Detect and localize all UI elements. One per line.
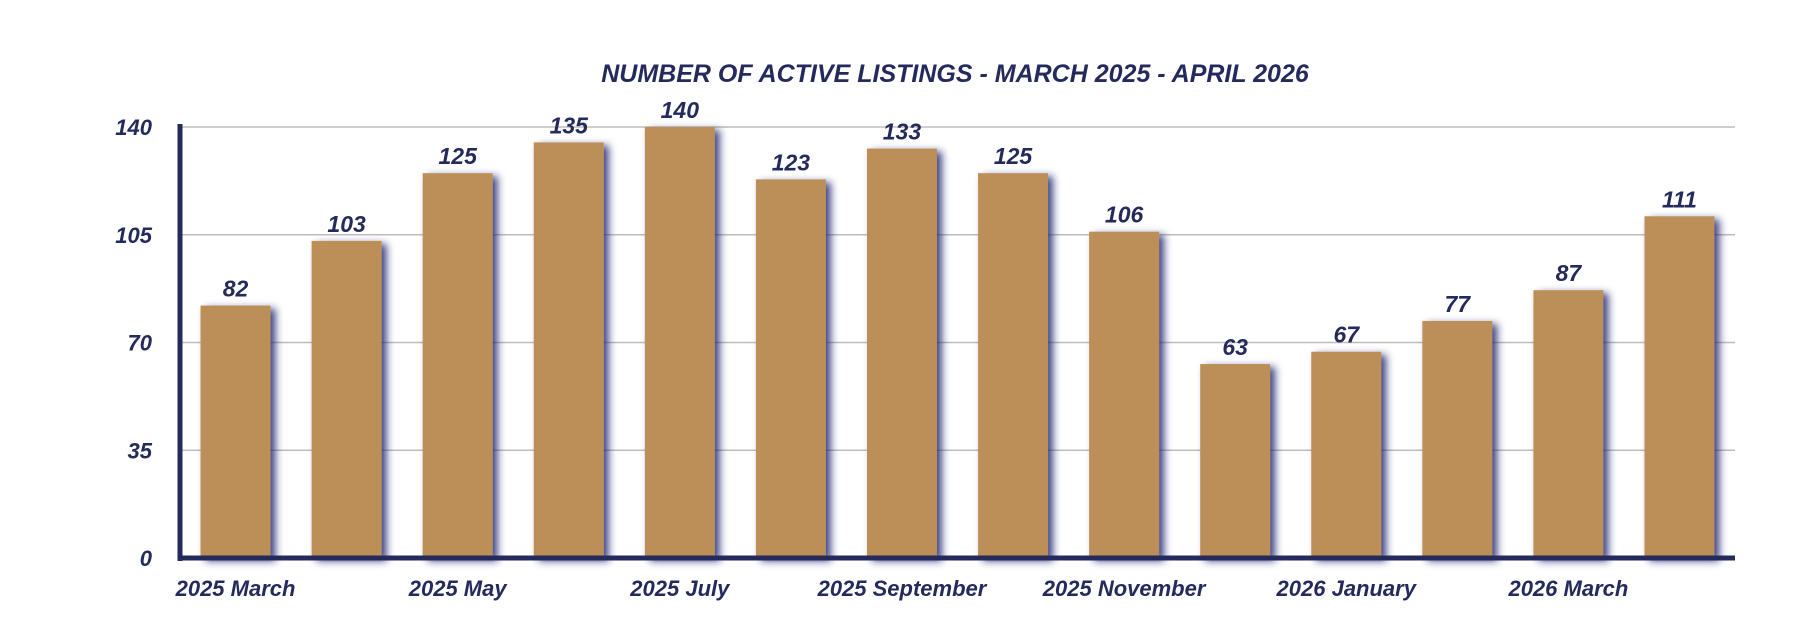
bar bbox=[644, 127, 715, 558]
data-label: 140 bbox=[661, 97, 700, 123]
bar bbox=[1311, 351, 1382, 558]
data-label: 103 bbox=[327, 211, 366, 237]
bar bbox=[422, 173, 493, 558]
bars bbox=[200, 127, 1715, 559]
axes bbox=[177, 124, 1735, 561]
x-tick-label: 2026 March bbox=[1507, 576, 1628, 601]
bar bbox=[978, 173, 1049, 558]
y-tick-label: 35 bbox=[128, 438, 153, 463]
bar bbox=[1533, 290, 1604, 558]
y-tick-label: 0 bbox=[140, 546, 153, 571]
bar bbox=[1644, 216, 1715, 558]
y-tick-label: 140 bbox=[115, 115, 152, 140]
data-label: 63 bbox=[1222, 334, 1248, 360]
chart-title: NUMBER OF ACTIVE LISTINGS - MARCH 2025 -… bbox=[601, 60, 1310, 88]
data-label: 67 bbox=[1333, 322, 1360, 348]
bar bbox=[866, 148, 937, 559]
data-label: 87 bbox=[1556, 260, 1583, 286]
bar bbox=[1422, 320, 1493, 558]
bar bbox=[1089, 231, 1160, 558]
data-label: 125 bbox=[438, 143, 478, 169]
x-tick-label: 2025 September bbox=[817, 576, 988, 601]
data-label: 82 bbox=[223, 276, 249, 302]
data-label: 125 bbox=[994, 143, 1034, 169]
data-label: 123 bbox=[772, 149, 811, 175]
y-tick-label: 70 bbox=[128, 331, 153, 356]
data-label: 106 bbox=[1105, 202, 1144, 228]
x-tick-label: 2025 July bbox=[629, 576, 731, 601]
data-label: 111 bbox=[1662, 186, 1697, 212]
bar bbox=[311, 240, 382, 558]
data-label: 77 bbox=[1445, 291, 1472, 317]
x-tick-label: 2025 November bbox=[1042, 576, 1207, 601]
bar bbox=[755, 179, 826, 559]
labels: 0 35 70 105 140 82 2025 March 103 125 2025 May 135… bbox=[115, 97, 1697, 601]
y-tick-label: 105 bbox=[115, 223, 152, 248]
bar bbox=[533, 142, 604, 558]
bar bbox=[200, 305, 271, 558]
data-label: 133 bbox=[883, 119, 922, 145]
bar bbox=[1200, 364, 1271, 558]
data-label: 135 bbox=[550, 112, 590, 138]
x-tick-label: 2025 March bbox=[175, 576, 296, 601]
x-tick-label: 2025 May bbox=[408, 576, 509, 601]
gridlines bbox=[180, 126, 1735, 451]
x-tick-label: 2026 January bbox=[1276, 576, 1418, 601]
